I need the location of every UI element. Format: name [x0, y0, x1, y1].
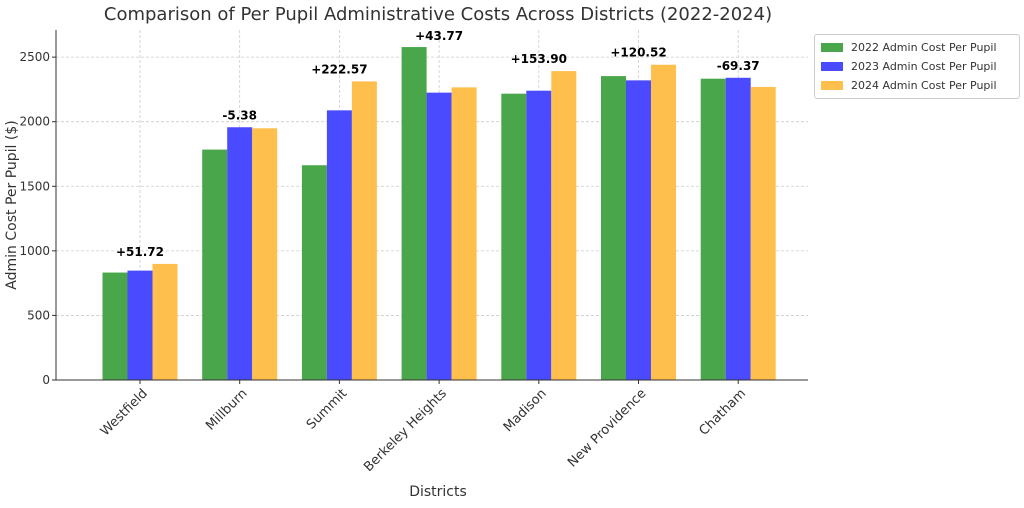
bar-2024-madison — [551, 71, 577, 380]
change-annotation: +43.77 — [415, 29, 463, 43]
bar-2024-summit — [351, 81, 377, 380]
y-tick-label: 1500 — [19, 179, 50, 193]
x-tick-label: Summit — [304, 386, 350, 432]
legend: 2022 Admin Cost Per Pupil 2023 Admin Cost… — [814, 34, 1020, 99]
y-tick-label: 500 — [27, 308, 50, 322]
bar-2023-chatham — [725, 77, 751, 380]
bar-2023-madison — [526, 90, 552, 380]
legend-swatch — [821, 43, 843, 52]
y-tick-label: 2500 — [19, 50, 50, 64]
bar-2022-westfield — [102, 272, 128, 380]
x-tick-label: Berkeley Heights — [361, 386, 450, 475]
legend-item: 2022 Admin Cost Per Pupil — [815, 38, 1019, 57]
x-tick-label: New Providence — [565, 386, 649, 470]
legend-swatch — [821, 81, 843, 90]
legend-label: 2023 Admin Cost Per Pupil — [851, 60, 997, 73]
chart-title: Comparison of Per Pupil Administrative C… — [104, 4, 772, 25]
bar-2022-millburn — [202, 149, 228, 380]
x-tick-label: Westfield — [98, 386, 151, 439]
legend-label: 2024 Admin Cost Per Pupil — [851, 79, 997, 92]
change-annotation: +153.90 — [511, 52, 567, 66]
legend-label: 2022 Admin Cost Per Pupil — [851, 41, 997, 54]
y-tick-label: 1000 — [19, 244, 50, 258]
legend-swatch — [821, 62, 843, 71]
change-annotation: +120.52 — [610, 46, 666, 60]
legend-item: 2024 Admin Cost Per Pupil — [815, 76, 1019, 95]
y-axis-label: Admin Cost Per Pupil ($) — [4, 120, 20, 289]
bar-2024-berkeley-heights — [451, 87, 477, 380]
change-annotation: +51.72 — [116, 245, 164, 259]
bar-2022-summit — [301, 165, 327, 380]
bar-2024-new-providence — [651, 64, 676, 380]
legend-item: 2023 Admin Cost Per Pupil — [815, 57, 1019, 76]
bar-2022-new-providence — [601, 76, 626, 381]
bar-2022-madison — [501, 93, 527, 381]
bar-2024-chatham — [750, 86, 776, 380]
change-annotation: -69.37 — [717, 59, 760, 73]
y-tick-label: 2000 — [19, 115, 50, 129]
bar-2022-berkeley-heights — [401, 47, 427, 380]
bar-2023-summit — [326, 110, 352, 381]
bar-2023-berkeley-heights — [426, 92, 452, 381]
x-tick-label: Millburn — [203, 386, 250, 433]
x-tick-label: Chatham — [697, 386, 750, 439]
x-axis-label: Districts — [409, 484, 467, 500]
bar-2023-new-providence — [626, 80, 651, 380]
bar-2024-westfield — [152, 263, 178, 380]
change-annotation: +222.57 — [311, 62, 367, 76]
bar-2023-millburn — [227, 127, 253, 381]
change-annotation: -5.38 — [222, 108, 257, 122]
bar-2023-westfield — [127, 270, 153, 380]
bar-2022-chatham — [700, 78, 726, 381]
y-tick-label: 0 — [42, 373, 50, 387]
x-tick-label: Madison — [501, 386, 550, 435]
bar-2024-millburn — [252, 128, 278, 380]
